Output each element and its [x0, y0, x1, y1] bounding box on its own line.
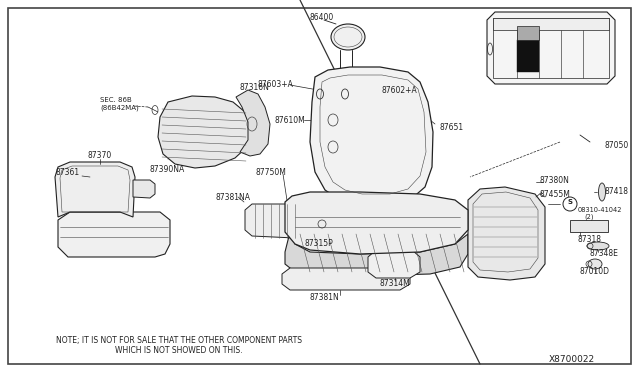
Polygon shape: [133, 180, 155, 198]
Text: 08310-41042: 08310-41042: [578, 207, 623, 213]
Polygon shape: [282, 268, 410, 290]
Text: 87381N: 87381N: [310, 294, 340, 302]
Text: 87318: 87318: [578, 234, 602, 244]
Text: 87370: 87370: [88, 151, 112, 160]
Ellipse shape: [588, 259, 602, 269]
Polygon shape: [310, 67, 433, 204]
Text: 87380N: 87380N: [540, 176, 570, 185]
Polygon shape: [285, 192, 468, 254]
Ellipse shape: [587, 242, 609, 250]
Text: 87348E: 87348E: [590, 250, 619, 259]
Ellipse shape: [598, 183, 605, 201]
Bar: [517, 40, 539, 72]
Text: 87050: 87050: [605, 141, 629, 150]
Bar: [517, 26, 539, 40]
Bar: [493, 18, 609, 78]
Polygon shape: [55, 162, 135, 217]
Polygon shape: [487, 12, 615, 84]
Text: 87314M: 87314M: [380, 279, 411, 289]
Polygon shape: [305, 212, 338, 236]
Polygon shape: [236, 90, 270, 156]
Polygon shape: [58, 212, 170, 257]
Polygon shape: [368, 250, 420, 278]
Text: 87602+A: 87602+A: [382, 86, 418, 94]
Polygon shape: [468, 187, 545, 280]
Text: 87390NA: 87390NA: [150, 164, 185, 173]
Text: 87418: 87418: [605, 186, 629, 196]
Bar: [570, 220, 608, 232]
Text: NOTE; IT IS NOT FOR SALE THAT THE OTHER COMPONENT PARTS
WHICH IS NOT SHOWED ON T: NOTE; IT IS NOT FOR SALE THAT THE OTHER …: [56, 336, 302, 355]
Text: 87455M: 87455M: [540, 189, 571, 199]
Polygon shape: [158, 96, 250, 168]
Text: 87750M: 87750M: [255, 167, 286, 176]
Text: 87010D: 87010D: [580, 267, 610, 276]
Ellipse shape: [331, 24, 365, 50]
Text: (2): (2): [584, 214, 593, 220]
Text: X8700022: X8700022: [549, 355, 595, 364]
Text: 87651: 87651: [440, 122, 464, 131]
Text: 87610M: 87610M: [275, 115, 306, 125]
Text: 87315P: 87315P: [305, 240, 333, 248]
Text: 86400: 86400: [310, 13, 334, 22]
Text: 87381NA: 87381NA: [215, 192, 250, 202]
Text: 87603+A: 87603+A: [258, 80, 294, 89]
Polygon shape: [285, 232, 468, 276]
Bar: [493, 18, 609, 30]
Polygon shape: [245, 204, 302, 238]
Text: S: S: [568, 199, 573, 205]
Text: 87316N: 87316N: [240, 83, 270, 92]
Text: SEC. 86B
(86B42MA): SEC. 86B (86B42MA): [100, 97, 139, 111]
Text: 87361: 87361: [55, 167, 79, 176]
